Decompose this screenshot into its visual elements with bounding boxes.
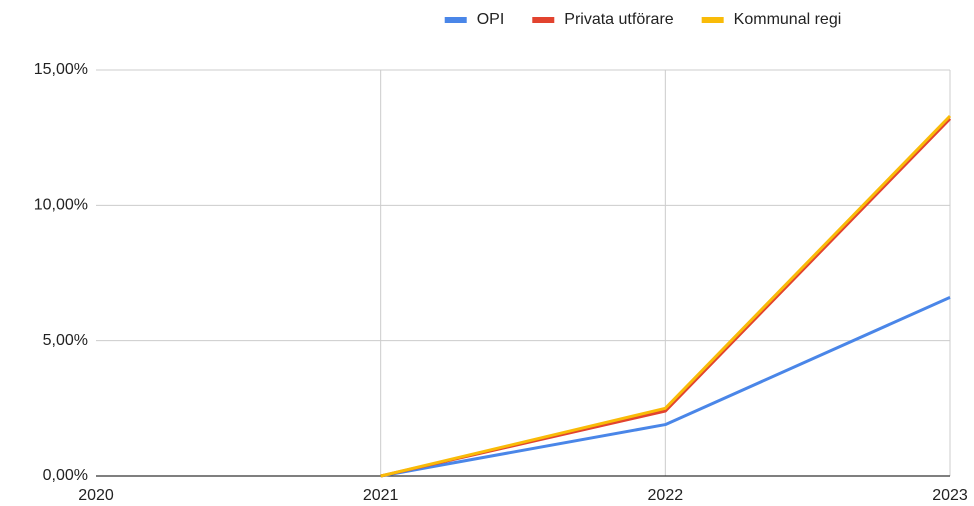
y-tick-label: 0,00% <box>43 467 88 484</box>
x-tick-label: 2022 <box>648 487 684 504</box>
legend-swatch <box>444 17 467 23</box>
legend-label: OPI <box>477 11 505 28</box>
legend-swatch <box>532 17 555 23</box>
legend-label: Privata utförare <box>564 11 673 28</box>
x-tick-label: 2020 <box>78 487 114 504</box>
line-series <box>380 295 951 478</box>
legend-swatch <box>701 17 724 23</box>
line-series <box>380 114 952 478</box>
x-tick-label: 2021 <box>363 487 399 504</box>
y-tick-label: 10,00% <box>34 197 88 214</box>
x-tick-label: 2023 <box>932 487 968 504</box>
y-tick-label: 15,00% <box>34 61 88 78</box>
legend-label: Kommunal regi <box>734 11 842 28</box>
y-tick-label: 5,00% <box>43 332 88 349</box>
